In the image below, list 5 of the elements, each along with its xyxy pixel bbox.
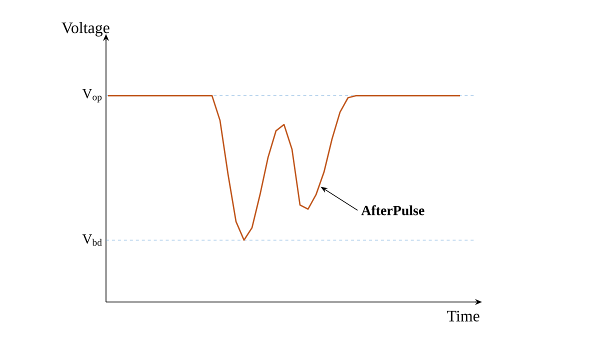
- x-axis-title: Time: [447, 310, 480, 322]
- ref-line-label: V$_{bd}$: [82, 234, 102, 246]
- annotation: AfterPulse: [361, 205, 424, 216]
- ref-line-label: V$_{op}$: [82, 89, 102, 102]
- y-axis-title: Voltage: [62, 22, 110, 36]
